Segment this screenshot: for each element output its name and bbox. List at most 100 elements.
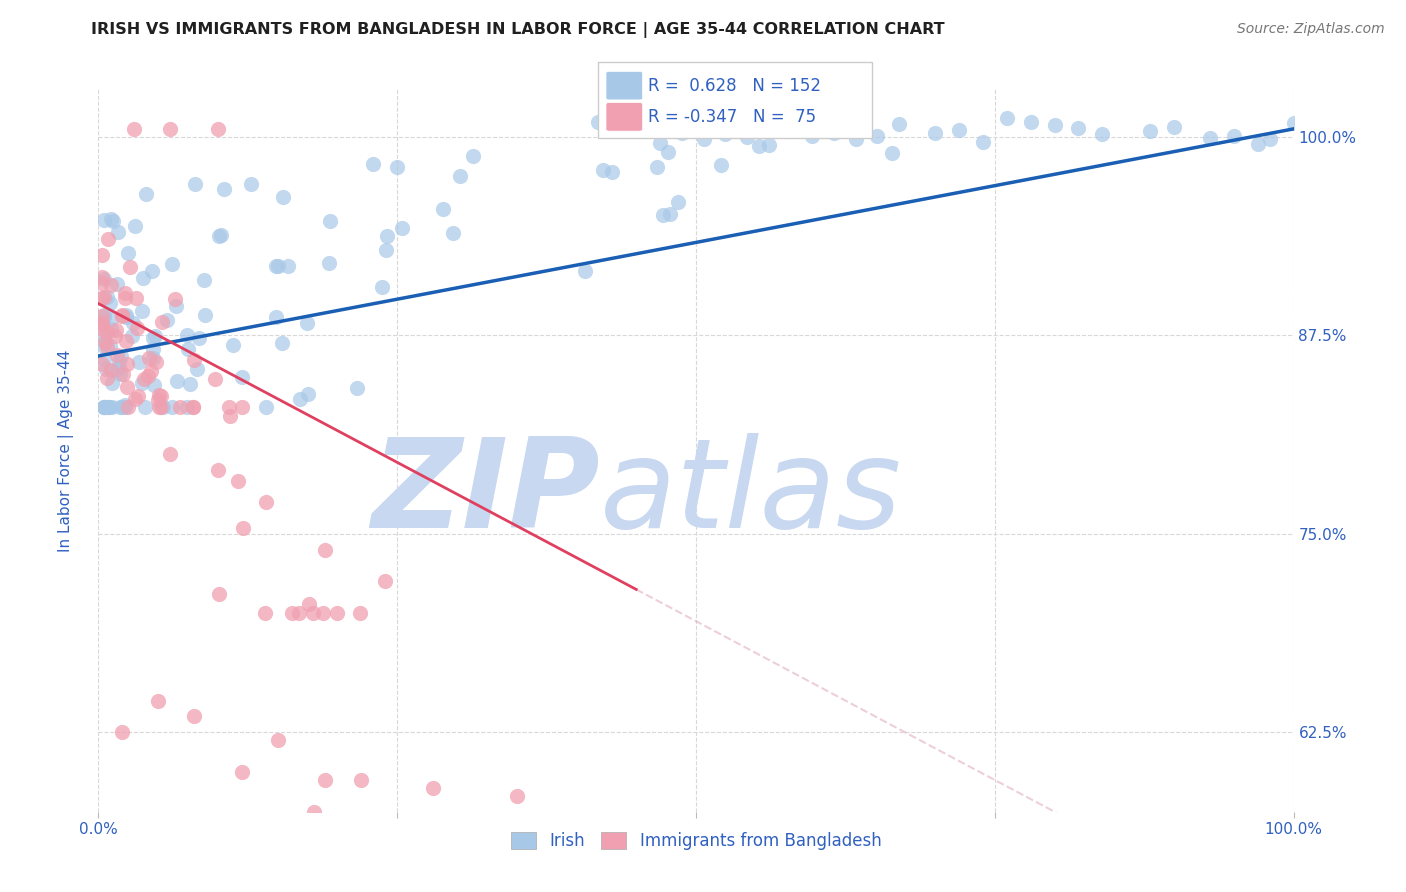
Point <box>110 349 132 363</box>
Point <box>231 764 253 779</box>
Point <box>1019 115 1042 129</box>
Point <box>231 520 253 534</box>
Point <box>97 400 120 414</box>
Point <box>821 114 844 128</box>
Point <box>592 162 614 177</box>
Point <box>91 310 114 324</box>
Point <box>1091 127 1114 141</box>
Point <box>288 392 311 406</box>
Point <box>186 362 208 376</box>
Point <box>115 357 138 371</box>
Point <box>972 135 994 149</box>
Legend: Irish, Immigrants from Bangladesh: Irish, Immigrants from Bangladesh <box>510 832 882 850</box>
Point <box>254 400 277 414</box>
Point <box>666 195 689 210</box>
Point <box>117 400 139 414</box>
Point <box>1043 118 1066 132</box>
Point <box>281 606 304 620</box>
Point <box>686 114 709 128</box>
Point <box>132 271 155 285</box>
Point <box>93 272 115 286</box>
Point <box>204 372 226 386</box>
Point <box>105 363 128 377</box>
Point <box>105 277 128 291</box>
Point <box>115 334 138 349</box>
Point <box>239 178 262 192</box>
Point <box>253 606 276 620</box>
Point <box>658 207 681 221</box>
Point <box>91 357 114 371</box>
Point <box>588 115 610 129</box>
Point <box>889 117 911 131</box>
Point <box>222 338 245 352</box>
Point <box>796 114 818 128</box>
Point <box>114 400 136 414</box>
Point <box>422 780 444 795</box>
Point <box>96 335 118 350</box>
Point <box>374 243 396 257</box>
Point <box>645 160 668 174</box>
Point <box>176 328 198 343</box>
Point <box>114 286 136 301</box>
Point <box>93 310 115 325</box>
Point <box>664 114 686 128</box>
Point <box>1282 116 1305 130</box>
Point <box>111 725 134 739</box>
Point <box>160 400 183 414</box>
Point <box>93 290 115 304</box>
Point <box>828 114 851 128</box>
Text: atlas: atlas <box>600 434 903 554</box>
Point <box>91 269 114 284</box>
Point <box>136 368 159 383</box>
Point <box>179 377 201 392</box>
Point <box>449 169 471 183</box>
Point <box>96 290 118 304</box>
Text: R = -0.347   N =  75: R = -0.347 N = 75 <box>648 108 817 126</box>
Point <box>363 157 385 171</box>
Point <box>375 229 398 244</box>
Point <box>815 114 838 128</box>
Point <box>93 400 115 414</box>
Point <box>117 380 139 394</box>
Point <box>209 228 232 243</box>
Point <box>100 400 122 414</box>
Point <box>302 606 325 620</box>
Point <box>277 259 299 273</box>
Point <box>183 353 205 368</box>
Point <box>148 400 170 414</box>
Point <box>193 273 215 287</box>
Point <box>627 117 650 131</box>
Point <box>326 606 349 620</box>
Point <box>297 387 319 401</box>
Point <box>142 351 165 365</box>
Point <box>114 291 136 305</box>
Point <box>131 304 153 318</box>
Point <box>662 114 685 128</box>
Point <box>346 381 368 395</box>
Point <box>124 291 146 305</box>
Point <box>93 328 115 343</box>
Point <box>114 308 136 322</box>
Point <box>267 733 290 747</box>
Point <box>91 248 114 262</box>
Point <box>882 145 904 160</box>
Point <box>758 138 780 153</box>
Point <box>830 114 852 128</box>
Point <box>181 400 204 414</box>
Point <box>432 202 454 217</box>
Point <box>773 114 796 128</box>
Point <box>91 291 114 305</box>
Point <box>735 130 758 145</box>
Point <box>1067 121 1090 136</box>
Point <box>111 308 134 322</box>
Point <box>135 186 157 201</box>
Point <box>207 463 229 477</box>
Point <box>350 772 373 787</box>
Point <box>226 474 249 488</box>
Point <box>122 316 145 330</box>
Point <box>318 256 340 270</box>
Point <box>91 276 114 290</box>
Point <box>385 161 408 175</box>
Point <box>148 693 170 707</box>
Point <box>692 132 714 146</box>
